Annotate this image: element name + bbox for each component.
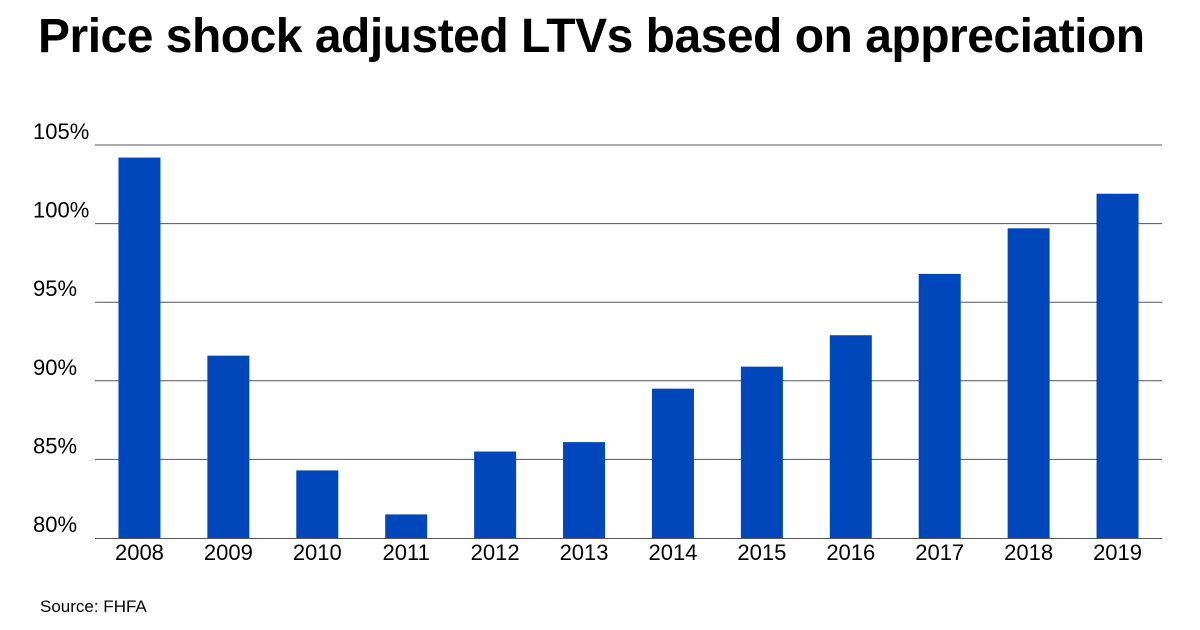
bar-2018 xyxy=(1007,228,1050,539)
x-tick-label: 2010 xyxy=(293,540,342,565)
bar-2013 xyxy=(563,442,606,538)
bars xyxy=(118,157,1139,539)
bar-2009 xyxy=(207,355,250,538)
bar-2016 xyxy=(829,335,872,538)
source-note: Source: FHFA xyxy=(40,597,147,616)
x-tick-label: 2008 xyxy=(115,540,164,565)
bar-2017 xyxy=(918,273,961,538)
y-axis-ticks: 80% 85% 90% 95% 100% 105% xyxy=(33,119,89,537)
y-tick-label: 85% xyxy=(33,433,77,458)
y-tick-label: 95% xyxy=(33,276,77,301)
x-tick-label: 2016 xyxy=(826,540,875,565)
x-tick-label: 2011 xyxy=(383,540,430,565)
x-tick-label: 2015 xyxy=(737,540,786,565)
x-tick-label: 2018 xyxy=(1004,540,1053,565)
bar-2019 xyxy=(1096,193,1139,538)
x-axis-ticks: 2008 2009 2010 2011 2012 2013 2014 2015 2016 2017… xyxy=(115,540,1142,565)
x-tick-label: 2019 xyxy=(1093,540,1142,565)
bar-2014 xyxy=(651,388,694,538)
y-tick-label: 105% xyxy=(33,119,89,144)
bar-2015 xyxy=(740,366,783,538)
bar-2008 xyxy=(118,157,161,539)
x-tick-label: 2009 xyxy=(204,540,253,565)
bar-2011 xyxy=(385,514,428,538)
gridlines xyxy=(95,144,1162,539)
bar-2010 xyxy=(296,470,339,538)
bar-2012 xyxy=(474,451,517,538)
y-tick-label: 80% xyxy=(33,512,77,537)
x-tick-label: 2013 xyxy=(560,540,609,565)
x-tick-label: 2014 xyxy=(648,540,697,565)
x-tick-label: 2012 xyxy=(471,540,520,565)
chart-title: Price shock adjusted LTVs based on appre… xyxy=(38,10,1145,63)
y-tick-label: 100% xyxy=(33,198,89,223)
y-tick-label: 90% xyxy=(33,355,77,380)
x-tick-label: 2017 xyxy=(915,540,964,565)
